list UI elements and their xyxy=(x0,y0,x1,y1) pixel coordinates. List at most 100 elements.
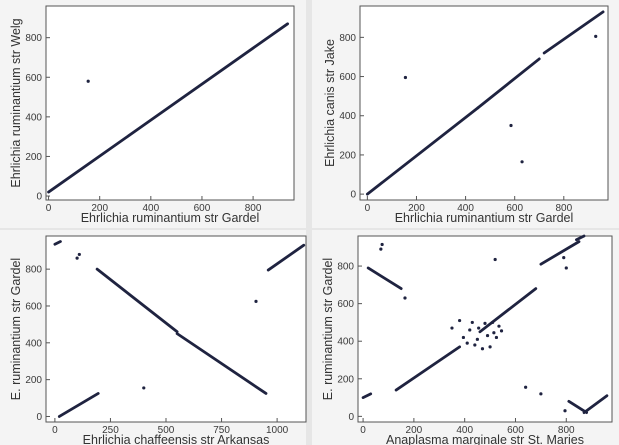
x-tick-label: 400 xyxy=(142,203,159,214)
scatter-point xyxy=(475,337,479,341)
scatter-point xyxy=(465,341,469,345)
scatter-point xyxy=(142,386,146,390)
scatter-point xyxy=(254,299,258,303)
alignment-segment xyxy=(539,240,581,266)
scatter-point xyxy=(86,79,90,83)
y-axis-label: Ehrlichia ruminantium str Welg xyxy=(9,18,23,187)
scatter-point xyxy=(509,123,513,128)
alignment-segment xyxy=(394,345,462,392)
y-tick-label: 600 xyxy=(25,73,42,84)
x-axis-label: Ehrlichia ruminantium str Gardel xyxy=(81,211,260,225)
x-axis-label: Anaplasma marginale str St. Maries xyxy=(386,433,584,445)
alignment-segment xyxy=(575,234,586,242)
y-axis-label: E. ruminantium str Gardel xyxy=(9,258,23,400)
scatter-point xyxy=(494,335,499,340)
alignment-segment xyxy=(53,240,62,246)
alignment-segment xyxy=(266,243,306,272)
x-tick-label: 750 xyxy=(213,425,230,436)
y-tick-label: 400 xyxy=(339,111,356,122)
alignment-segment xyxy=(542,10,605,55)
alignment-segment xyxy=(47,22,290,194)
x-tick-label: 1000 xyxy=(266,425,289,436)
alignment-segment xyxy=(478,287,538,334)
x-tick-label: 0 xyxy=(365,203,371,214)
x-tick-label: 400 xyxy=(456,425,473,436)
y-tick-label: 800 xyxy=(25,33,42,44)
x-tick-label: 600 xyxy=(506,203,523,214)
alignment-segment xyxy=(582,394,609,415)
scatter-point xyxy=(403,75,408,80)
scatter-point xyxy=(77,252,81,257)
scatter-point xyxy=(497,324,501,328)
y-tick-label: 0 xyxy=(36,192,42,203)
scatter-point xyxy=(539,392,543,396)
y-tick-label: 800 xyxy=(337,262,354,273)
y-axis-label: Ehrlichia canis str Jake xyxy=(323,39,337,167)
scatter-point xyxy=(480,347,485,351)
y-tick-label: 600 xyxy=(25,301,42,312)
alignment-segment xyxy=(365,106,480,196)
alignment-segment xyxy=(175,332,268,395)
y-tick-label: 800 xyxy=(25,265,42,276)
y-tick-label: 400 xyxy=(25,338,42,349)
y-tick-label: 400 xyxy=(25,112,42,123)
scatter-point xyxy=(450,326,454,330)
x-tick-label: 800 xyxy=(558,425,575,436)
y-tick-label: 200 xyxy=(339,150,356,161)
scatter-point xyxy=(468,328,472,332)
x-tick-label: 0 xyxy=(360,425,366,436)
y-tick-label: 200 xyxy=(337,374,354,385)
y-tick-label: 600 xyxy=(339,72,356,83)
scatter-point xyxy=(461,335,466,340)
scatter-point xyxy=(524,385,528,389)
y-tick-label: 0 xyxy=(348,412,354,423)
x-tick-label: 500 xyxy=(158,425,175,436)
x-tick-label: 200 xyxy=(408,203,425,214)
x-tick-label: 800 xyxy=(555,203,572,214)
x-axis-label: Ehrlichia chaffeensis str Arkansas xyxy=(83,433,270,445)
x-axis-label: Ehrlichia ruminantium str Gardel xyxy=(395,211,574,225)
alignment-segment xyxy=(366,266,403,291)
y-tick-label: 200 xyxy=(25,152,42,163)
scatter-point xyxy=(380,242,384,247)
scatter-point xyxy=(477,326,481,330)
x-tick-label: 600 xyxy=(194,203,211,214)
scatter-point xyxy=(491,320,495,325)
alignment-segment xyxy=(567,399,588,415)
y-tick-label: 200 xyxy=(25,375,42,386)
x-tick-label: 250 xyxy=(102,425,119,436)
alignment-segment xyxy=(57,392,100,418)
scatter-point xyxy=(563,409,567,413)
scatter-point xyxy=(520,160,524,164)
x-tick-label: 200 xyxy=(406,425,423,436)
scatter-point xyxy=(379,247,383,251)
x-tick-label: 600 xyxy=(507,425,524,436)
plot-area xyxy=(45,5,295,201)
x-tick-label: 200 xyxy=(91,203,108,214)
x-tick-label: 400 xyxy=(457,203,474,214)
scatter-point xyxy=(470,320,474,325)
dot-plot-panel-3: 0 250 500 750 1000 0 200 400 600 800 Ehrlichia cha… xyxy=(0,230,307,445)
scatter-point xyxy=(488,345,492,349)
alignment-segment xyxy=(95,267,179,334)
scatter-point xyxy=(564,266,568,270)
x-tick-label: 0 xyxy=(52,425,58,436)
y-tick-label: 600 xyxy=(337,299,354,310)
scatter-point xyxy=(492,331,496,335)
y-axis-label: E. ruminantium str Gardel xyxy=(321,258,335,400)
scatter-point xyxy=(403,296,407,300)
y-tick-label: 800 xyxy=(339,33,356,44)
alignment-segment xyxy=(476,57,541,110)
y-tick-label: 400 xyxy=(337,337,354,348)
y-tick-label: 0 xyxy=(350,190,356,201)
alignment-segment xyxy=(361,392,373,399)
scatter-point xyxy=(75,256,79,260)
scatter-point xyxy=(562,256,566,260)
y-tick-label: 0 xyxy=(36,412,42,423)
scatter-point xyxy=(594,34,598,38)
scatter-point xyxy=(483,321,487,325)
